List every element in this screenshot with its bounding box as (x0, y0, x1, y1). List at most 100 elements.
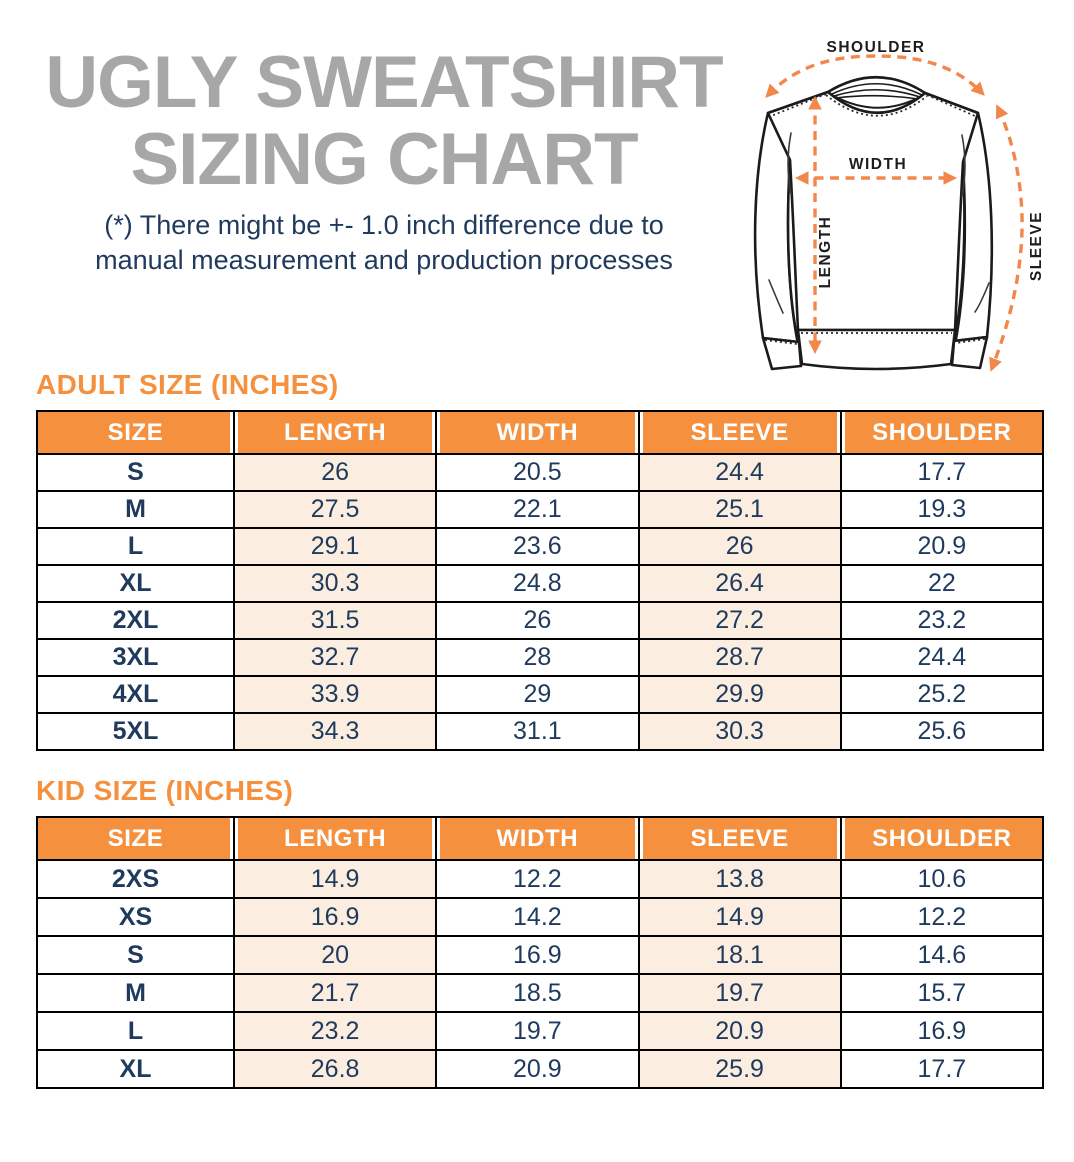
value-cell: 18.5 (435, 973, 640, 1013)
crease (768, 279, 784, 314)
measurement-note-line1: (*) There might be +- 1.0 inch differenc… (104, 209, 664, 240)
value-cell: 23.2 (839, 601, 1045, 640)
table-row: 5XL 34.3 31.1 30.3 25.6 (36, 712, 1045, 751)
kid-size-heading: KID SIZE (INCHES) (36, 775, 294, 806)
value-cell: 23.6 (435, 527, 640, 566)
column-header-sleeve: SLEEVE (637, 410, 842, 455)
torso (766, 90, 980, 332)
value-cell: 30.3 (232, 564, 438, 603)
size-cell: M (36, 973, 235, 1013)
adult-size-table: SIZE LENGTH WIDTH SLEEVE SHOULDER S 26 20.5 24.4… (36, 410, 1045, 751)
value-cell: 20.9 (637, 1011, 842, 1051)
value-cell: 23.2 (232, 1011, 438, 1051)
value-cell: 26 (637, 527, 842, 566)
table-row: 4XL 33.9 29 29.9 25.2 (36, 675, 1045, 714)
value-cell: 14.9 (637, 897, 842, 937)
left-cuff-stitching (764, 339, 798, 345)
value-cell: 25.2 (839, 675, 1045, 714)
left-cuff (761, 336, 803, 371)
length-label: LENGTH (817, 216, 834, 289)
size-cell: 3XL (36, 638, 235, 677)
value-cell: 17.7 (839, 1049, 1045, 1089)
value-cell: 30.3 (637, 712, 842, 751)
value-cell: 28 (435, 638, 640, 677)
column-header-length: LENGTH (232, 816, 438, 861)
width-label: WIDTH (849, 156, 907, 173)
value-cell: 22.1 (435, 490, 640, 529)
value-cell: 10.6 (839, 859, 1045, 899)
table-row: S 20 16.9 18.1 14.6 (36, 935, 1045, 975)
header-row: SIZE LENGTH WIDTH SLEEVE SHOULDER (36, 816, 1045, 861)
value-cell: 12.2 (435, 859, 640, 899)
value-cell: 29.9 (637, 675, 842, 714)
table-row: XS 16.9 14.2 14.9 12.2 (36, 897, 1045, 937)
value-cell: 31.5 (232, 601, 438, 640)
kid-size-table: SIZE LENGTH WIDTH SLEEVE SHOULDER 2XS 14.9 12.2… (36, 816, 1045, 1089)
value-cell: 29.1 (232, 527, 438, 566)
value-cell: 19.7 (435, 1011, 640, 1051)
right-shoulder-stitching (926, 94, 976, 117)
value-cell: 27.5 (232, 490, 438, 529)
crease (961, 134, 966, 197)
value-cell: 20 (232, 935, 438, 975)
value-cell: 19.3 (839, 490, 1045, 529)
waistband (796, 328, 957, 371)
column-header-width: WIDTH (435, 410, 640, 455)
measurement-note-line2: manual measurement and production proces… (95, 245, 673, 276)
column-header-size: SIZE (36, 410, 235, 455)
sweatshirt-illustration: SHOULDER WIDTH LENGTH SLEEVE (753, 39, 1045, 372)
value-cell: 21.7 (232, 973, 438, 1013)
neckline-stitching (825, 94, 928, 117)
table-row: XL 30.3 24.8 26.4 22 (36, 564, 1045, 603)
value-cell: 16.9 (232, 897, 438, 937)
value-cell: 28.7 (637, 638, 842, 677)
adult-size-heading: ADULT SIZE (INCHES) (36, 369, 339, 400)
value-cell: 17.7 (839, 453, 1045, 492)
sleeve-measure-arrow (989, 104, 1024, 372)
table-row: 2XS 14.9 12.2 13.8 10.6 (36, 859, 1045, 899)
size-cell: XL (36, 1049, 235, 1089)
value-cell: 29 (435, 675, 640, 714)
shoulder-label: SHOULDER (827, 39, 926, 56)
value-cell: 16.9 (839, 1011, 1045, 1051)
collar-inner-edge (833, 95, 921, 109)
value-cell: 14.2 (435, 897, 640, 937)
table-row: L 23.2 19.7 20.9 16.9 (36, 1011, 1045, 1051)
value-cell: 18.1 (637, 935, 842, 975)
value-cell: 12.2 (839, 897, 1045, 937)
header-row: SIZE LENGTH WIDTH SLEEVE SHOULDER (36, 410, 1045, 455)
left-sleeve-seam (786, 159, 799, 341)
size-cell: 5XL (36, 712, 235, 751)
value-cell: 26 (435, 601, 640, 640)
table-row: 2XL 31.5 26 27.2 23.2 (36, 601, 1045, 640)
column-header-length: LENGTH (232, 410, 438, 455)
value-cell: 13.8 (637, 859, 842, 899)
size-cell: XS (36, 897, 235, 937)
column-header-width: WIDTH (435, 816, 640, 861)
value-cell: 25.1 (637, 490, 842, 529)
value-cell: 31.1 (435, 712, 640, 751)
value-cell: 20.9 (839, 527, 1045, 566)
page-title-line1: UGLY SWEATSHIRT (45, 42, 723, 123)
page-title-line2: SIZING CHART (130, 119, 638, 201)
page-title: UGLY SWEATSHIRT SIZING CHART (28, 44, 740, 199)
column-header-sleeve: SLEEVE (637, 816, 842, 861)
table-row: M 27.5 22.1 25.1 19.3 (36, 490, 1045, 529)
column-header-shoulder: SHOULDER (839, 816, 1045, 861)
value-cell: 33.9 (232, 675, 438, 714)
value-cell: 25.6 (839, 712, 1045, 751)
column-header-shoulder: SHOULDER (839, 410, 1045, 455)
sleeve-label: SLEEVE (1028, 211, 1045, 281)
value-cell: 14.9 (232, 859, 438, 899)
size-cell: S (36, 935, 235, 975)
size-cell: L (36, 1011, 235, 1051)
size-cell: 2XL (36, 601, 235, 640)
value-cell: 32.7 (232, 638, 438, 677)
value-cell: 19.7 (637, 973, 842, 1013)
right-sleeve-seam (954, 161, 967, 341)
table-row: M 21.7 18.5 19.7 15.7 (36, 973, 1045, 1013)
title-block: UGLY SWEATSHIRT SIZING CHART (*) There m… (28, 44, 740, 279)
sweatshirt-diagram: SHOULDER WIDTH LENGTH SLEEVE (738, 12, 1072, 384)
value-cell: 26.8 (232, 1049, 438, 1089)
